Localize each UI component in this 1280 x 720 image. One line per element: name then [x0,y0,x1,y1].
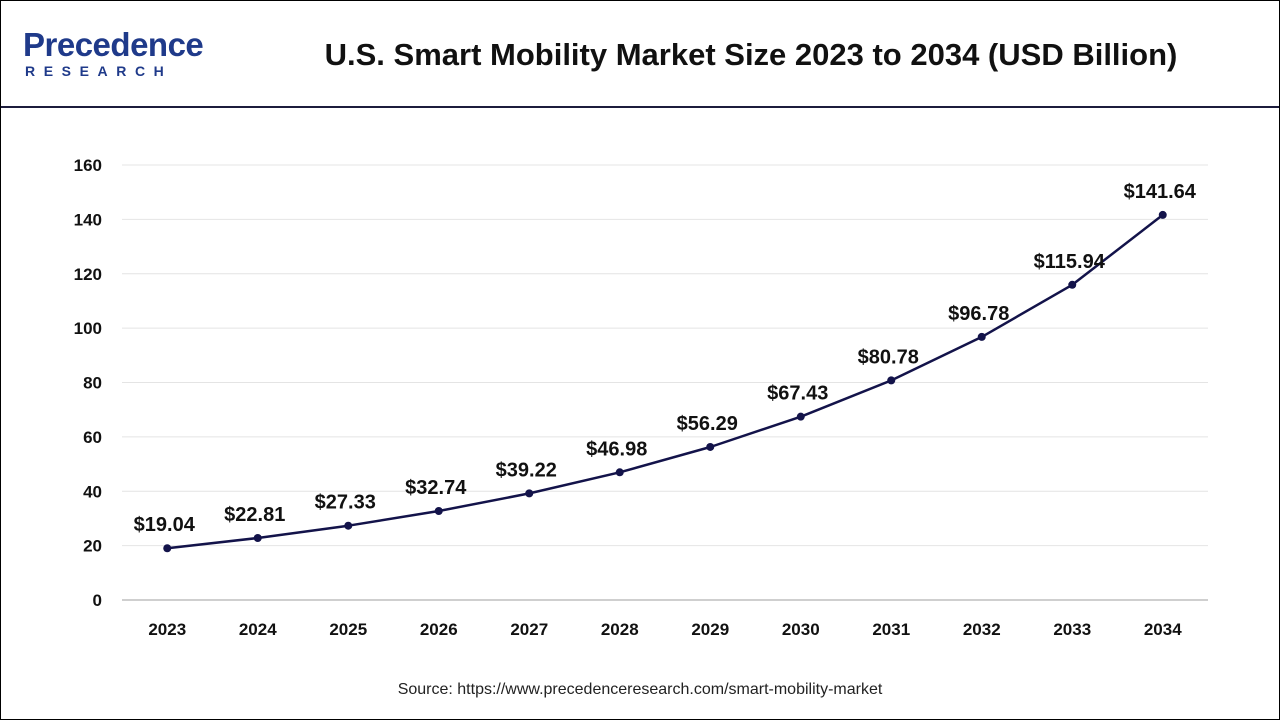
y-tick-label: 80 [83,374,102,393]
x-tick-label: 2032 [963,620,1001,639]
data-label: $115.94 [1034,251,1106,273]
axes: 0 20 40 60 80 100 120 140 160 2023 2024 2025 2026 202… [74,156,1208,639]
series-line [167,213,1164,550]
data-point [434,506,443,515]
data-label: $96.78 [948,303,1009,325]
x-tick-label: 2026 [420,620,458,639]
data-label: $19.04 [134,514,196,536]
data-points [163,210,1167,553]
data-point [1158,210,1167,219]
data-label: $27.33 [315,492,376,514]
x-tick-label: 2025 [329,620,367,639]
x-tick-label: 2034 [1144,620,1182,639]
x-tick-label: 2029 [691,620,729,639]
x-tick-label: 2031 [872,620,910,639]
data-point [253,533,262,542]
data-label: $32.74 [405,477,467,499]
data-point [1068,280,1077,289]
x-tick-label: 2028 [601,620,639,639]
data-point [525,489,534,498]
x-tick-label: 2030 [782,620,820,639]
data-label: $46.98 [586,438,647,460]
logo-subtitle: RESEARCH [25,63,173,79]
data-label: $22.81 [224,504,285,526]
x-tick-label: 2027 [510,620,548,639]
logo-wordmark: Precedence [23,26,204,63]
header: Precedence RESEARCH U.S. Smart Mobility … [1,1,1279,108]
y-tick-label: 160 [74,156,102,175]
source-note: Source: https://www.precedenceresearch.c… [397,681,883,698]
chart-title: U.S. Smart Mobility Market Size 2023 to … [324,37,1178,72]
y-tick-label: 60 [83,428,102,447]
data-point [706,442,715,451]
y-tick-label: 140 [74,210,102,229]
gridlines [122,164,1208,547]
x-tick-label: 2033 [1053,620,1091,639]
y-tick-label: 100 [74,319,102,338]
x-tick-label: 2024 [239,620,277,639]
data-labels: $19.04 $22.81 $27.33 $32.74 $39.22 $46.98 $56.… [134,181,1197,536]
data-label: $80.78 [858,346,919,368]
y-tick-label: 120 [74,265,102,284]
data-point [163,544,172,553]
data-label: $56.29 [677,413,738,435]
y-tick-label: 40 [83,482,102,501]
data-point [615,468,624,477]
data-point [796,412,805,421]
data-point [344,521,353,530]
data-label: $67.43 [767,383,828,405]
data-point [977,332,986,341]
data-label: $141.64 [1124,181,1197,203]
y-tick-label: 20 [83,537,102,556]
x-tick-label: 2023 [148,620,186,639]
data-point [887,376,896,385]
y-tick-label: 0 [93,591,102,610]
precedence-research-logo: Precedence RESEARCH [23,27,223,83]
data-label: $39.22 [496,459,557,481]
series-line-layer [167,213,1164,550]
